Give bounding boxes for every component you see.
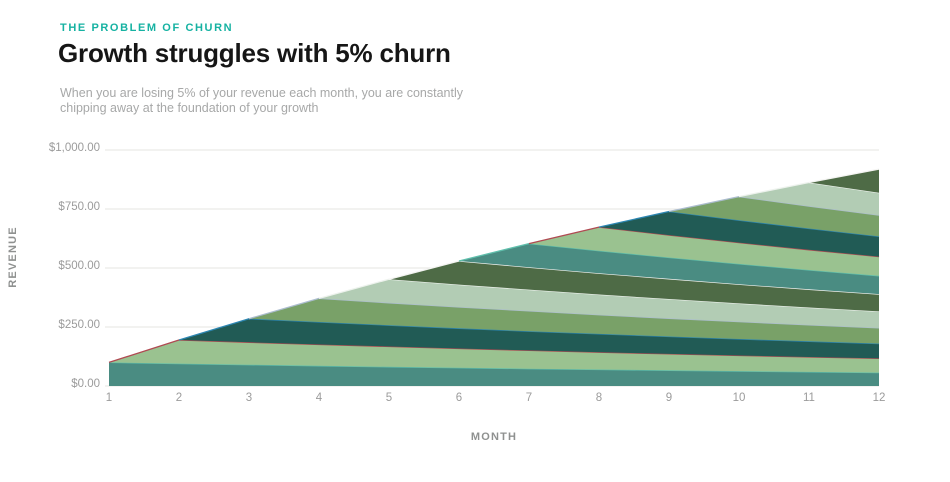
area-month-3-cohort — [109, 318, 879, 363]
x-tick-label: 12 — [872, 392, 886, 404]
area-month-4-cohort — [109, 298, 879, 363]
x-tick-label: 11 — [803, 392, 815, 404]
y-tick-label: $500.00 — [58, 260, 100, 272]
x-tick-label: 5 — [385, 392, 393, 404]
x-tick-label: 6 — [455, 392, 463, 404]
subtitle-line-1: When you are losing 5% of your revenue e… — [60, 86, 464, 100]
y-tick-label: $250.00 — [58, 319, 100, 331]
x-tick-label: 3 — [245, 392, 253, 404]
cohort-areas — [108, 168, 880, 386]
edge-month-12-cohort — [808, 168, 880, 184]
subtitle-line-2: chipping away at the foundation of your … — [60, 100, 319, 115]
area-month-5-cohort — [109, 279, 879, 363]
x-tick-label: 1 — [105, 392, 113, 404]
subtitle: When you are losing 5% of your revenue e… — [60, 86, 463, 115]
page-title: Growth struggles with 5% churn — [58, 38, 451, 68]
y-tick-label: $750.00 — [58, 201, 100, 213]
y-axis-title: REVENUE — [7, 226, 19, 288]
area-month-2-cohort — [109, 340, 879, 373]
area-month-11-cohort — [109, 182, 879, 363]
area-month-7-cohort — [109, 243, 879, 363]
y-tick-label: $1,000.00 — [48, 142, 100, 154]
x-tick-label: 7 — [525, 392, 533, 404]
area-month-1-cohort — [109, 362, 879, 386]
x-axis-title: MONTH — [470, 431, 518, 443]
x-tick-label: 4 — [315, 392, 323, 404]
x-tick-label: 9 — [665, 392, 673, 404]
x-tick-label: 10 — [732, 392, 746, 404]
area-month-6-cohort — [109, 261, 879, 363]
kicker: THE PROBLEM OF CHURN — [60, 22, 234, 34]
y-tick-label: $0.00 — [71, 378, 100, 390]
x-tick-label: 2 — [175, 392, 183, 404]
area-month-10-cohort — [109, 196, 879, 363]
x-tick-label: 8 — [595, 392, 603, 404]
